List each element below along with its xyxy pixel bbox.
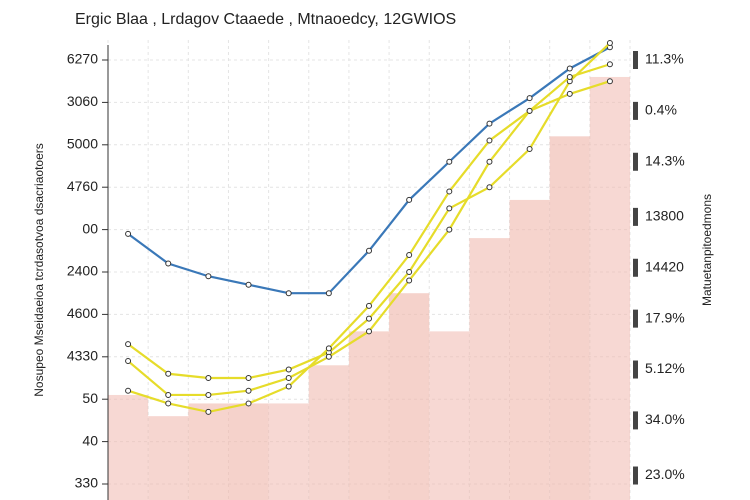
line-point bbox=[526, 95, 533, 102]
line-point bbox=[486, 137, 493, 144]
line-point bbox=[566, 73, 573, 80]
y2-tick-label: 14420 bbox=[645, 258, 684, 274]
line-point bbox=[205, 408, 212, 415]
line-point bbox=[606, 40, 613, 47]
line-point bbox=[205, 273, 212, 280]
line-point bbox=[125, 230, 132, 237]
line-point bbox=[165, 370, 172, 377]
y2-tick-label: 0.4% bbox=[645, 102, 677, 118]
line-point bbox=[446, 205, 453, 212]
y2-tick bbox=[633, 258, 638, 277]
y-tick-label: 6270 bbox=[67, 51, 98, 67]
bar bbox=[188, 403, 229, 500]
y2-tick-label: 11.3% bbox=[645, 51, 684, 67]
line-point bbox=[125, 358, 132, 365]
y2-tick bbox=[633, 207, 638, 226]
line-point bbox=[606, 78, 613, 85]
line-point bbox=[526, 146, 533, 153]
line-point bbox=[446, 158, 453, 165]
y2-tick bbox=[633, 101, 638, 120]
line-point bbox=[245, 375, 252, 381]
y-tick-label: 4760 bbox=[67, 178, 98, 194]
y2-axis-title: Matuetanpitoedmons bbox=[700, 194, 714, 306]
bar bbox=[469, 238, 510, 500]
y-tick-label: 330 bbox=[75, 475, 99, 491]
bar bbox=[308, 365, 349, 500]
line-point bbox=[606, 61, 613, 68]
line-point bbox=[406, 196, 413, 203]
line-point bbox=[446, 226, 453, 233]
line-point bbox=[406, 252, 413, 259]
line-point bbox=[205, 375, 212, 381]
line-point bbox=[165, 391, 172, 398]
line-point bbox=[285, 383, 292, 390]
line-point bbox=[285, 366, 292, 373]
line-point bbox=[125, 341, 132, 348]
y2-tick-label: 14.3% bbox=[645, 152, 685, 168]
y2-tick-label: 5.12% bbox=[645, 360, 685, 376]
line-point bbox=[486, 184, 493, 191]
bar bbox=[549, 136, 590, 500]
y-tick-label: 2400 bbox=[67, 263, 98, 279]
y2-tick bbox=[633, 152, 638, 171]
bar bbox=[348, 331, 390, 500]
line-point bbox=[566, 65, 573, 72]
line-point bbox=[325, 345, 332, 352]
line-point bbox=[245, 281, 252, 288]
line-point bbox=[366, 315, 372, 322]
y-tick-label: 00 bbox=[82, 220, 98, 236]
line-point bbox=[165, 400, 172, 407]
line-point bbox=[125, 387, 132, 394]
line-point bbox=[165, 260, 172, 267]
bar bbox=[228, 403, 269, 500]
y2-tick bbox=[633, 309, 638, 328]
y-tick-label: 3060 bbox=[67, 93, 98, 109]
y2-tick bbox=[633, 51, 638, 69]
bar bbox=[268, 403, 309, 500]
line-point bbox=[205, 391, 212, 398]
y2-tick-label: 23.0% bbox=[645, 466, 685, 482]
line-point bbox=[406, 269, 413, 275]
line-point bbox=[526, 107, 533, 114]
line-point bbox=[486, 158, 493, 165]
line-point bbox=[366, 247, 372, 254]
y2-tick-label: 13800 bbox=[645, 208, 684, 224]
chart-title: Ergic Blaa , Lrdagov Ctaaede , Mtnaoedcy… bbox=[75, 11, 456, 28]
bar bbox=[429, 331, 470, 500]
line-point bbox=[446, 188, 453, 195]
line-point bbox=[366, 328, 372, 335]
line-point bbox=[366, 302, 372, 309]
bar bbox=[108, 394, 149, 500]
y-tick-label: 5000 bbox=[67, 136, 98, 152]
bar bbox=[509, 199, 550, 500]
y-tick-label: 4330 bbox=[67, 348, 98, 364]
line-point bbox=[566, 90, 573, 97]
line-point bbox=[245, 387, 252, 394]
bar bbox=[589, 76, 630, 500]
line-point bbox=[285, 375, 292, 381]
y2-tick-label: 17.9% bbox=[645, 309, 685, 325]
y-tick-label: 40 bbox=[82, 432, 98, 448]
y-tick-label: 4600 bbox=[67, 305, 98, 321]
y-axis-title: Nosupeo Mseidaeioa tcrdasotvoa dsacriaot… bbox=[32, 143, 46, 396]
line-point bbox=[406, 277, 413, 284]
y2-tick bbox=[633, 411, 638, 430]
y2-tick-label: 34.0% bbox=[645, 411, 685, 427]
line-point bbox=[325, 290, 332, 297]
bar bbox=[148, 416, 189, 500]
y-tick-label: 50 bbox=[82, 390, 98, 406]
y2-tick bbox=[633, 466, 638, 485]
line-point bbox=[486, 120, 493, 127]
y2-tick bbox=[633, 360, 638, 379]
line-point bbox=[285, 290, 292, 297]
line-point bbox=[245, 400, 252, 407]
line-point bbox=[325, 353, 332, 360]
bar bbox=[389, 293, 430, 500]
